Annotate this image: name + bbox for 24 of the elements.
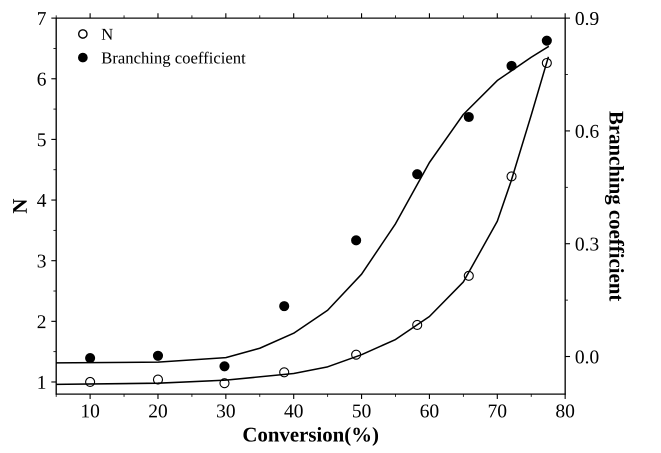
y-tick-label: 4 bbox=[37, 194, 46, 207]
legend-label: N bbox=[102, 28, 113, 40]
y-tick-label: 5 bbox=[38, 133, 46, 146]
y2-tick-label: 0.9 bbox=[576, 12, 598, 26]
x-tick-label: 70 bbox=[488, 404, 506, 418]
y2-axis-title: Branching coefficient bbox=[604, 111, 624, 302]
x-tick-label: 80 bbox=[556, 404, 574, 418]
x-axis-title: Conversion(%) bbox=[243, 427, 378, 446]
y2-tick-label: 0.0 bbox=[576, 350, 598, 364]
y2-tick-label: 0.3 bbox=[576, 238, 598, 251]
y-tick-label: 6 bbox=[38, 72, 46, 86]
y-axis-title: N bbox=[13, 198, 27, 214]
legend-label: Branching coefficient bbox=[102, 52, 246, 67]
x-tick-label: 10 bbox=[82, 404, 100, 418]
y2-tick-label: 0.6 bbox=[576, 124, 599, 138]
x-tick-label: 60 bbox=[420, 404, 438, 418]
x-tick-label: 50 bbox=[352, 404, 371, 418]
y-tick-label: 2 bbox=[38, 315, 46, 328]
y-tick-label: 7 bbox=[38, 12, 46, 25]
x-tick-label: 40 bbox=[284, 404, 303, 418]
y-tick-label: 3 bbox=[38, 254, 46, 268]
y-tick-label: 1 bbox=[38, 376, 46, 389]
x-tick-label: 20 bbox=[149, 404, 167, 418]
x-tick-label: 30 bbox=[217, 404, 235, 418]
